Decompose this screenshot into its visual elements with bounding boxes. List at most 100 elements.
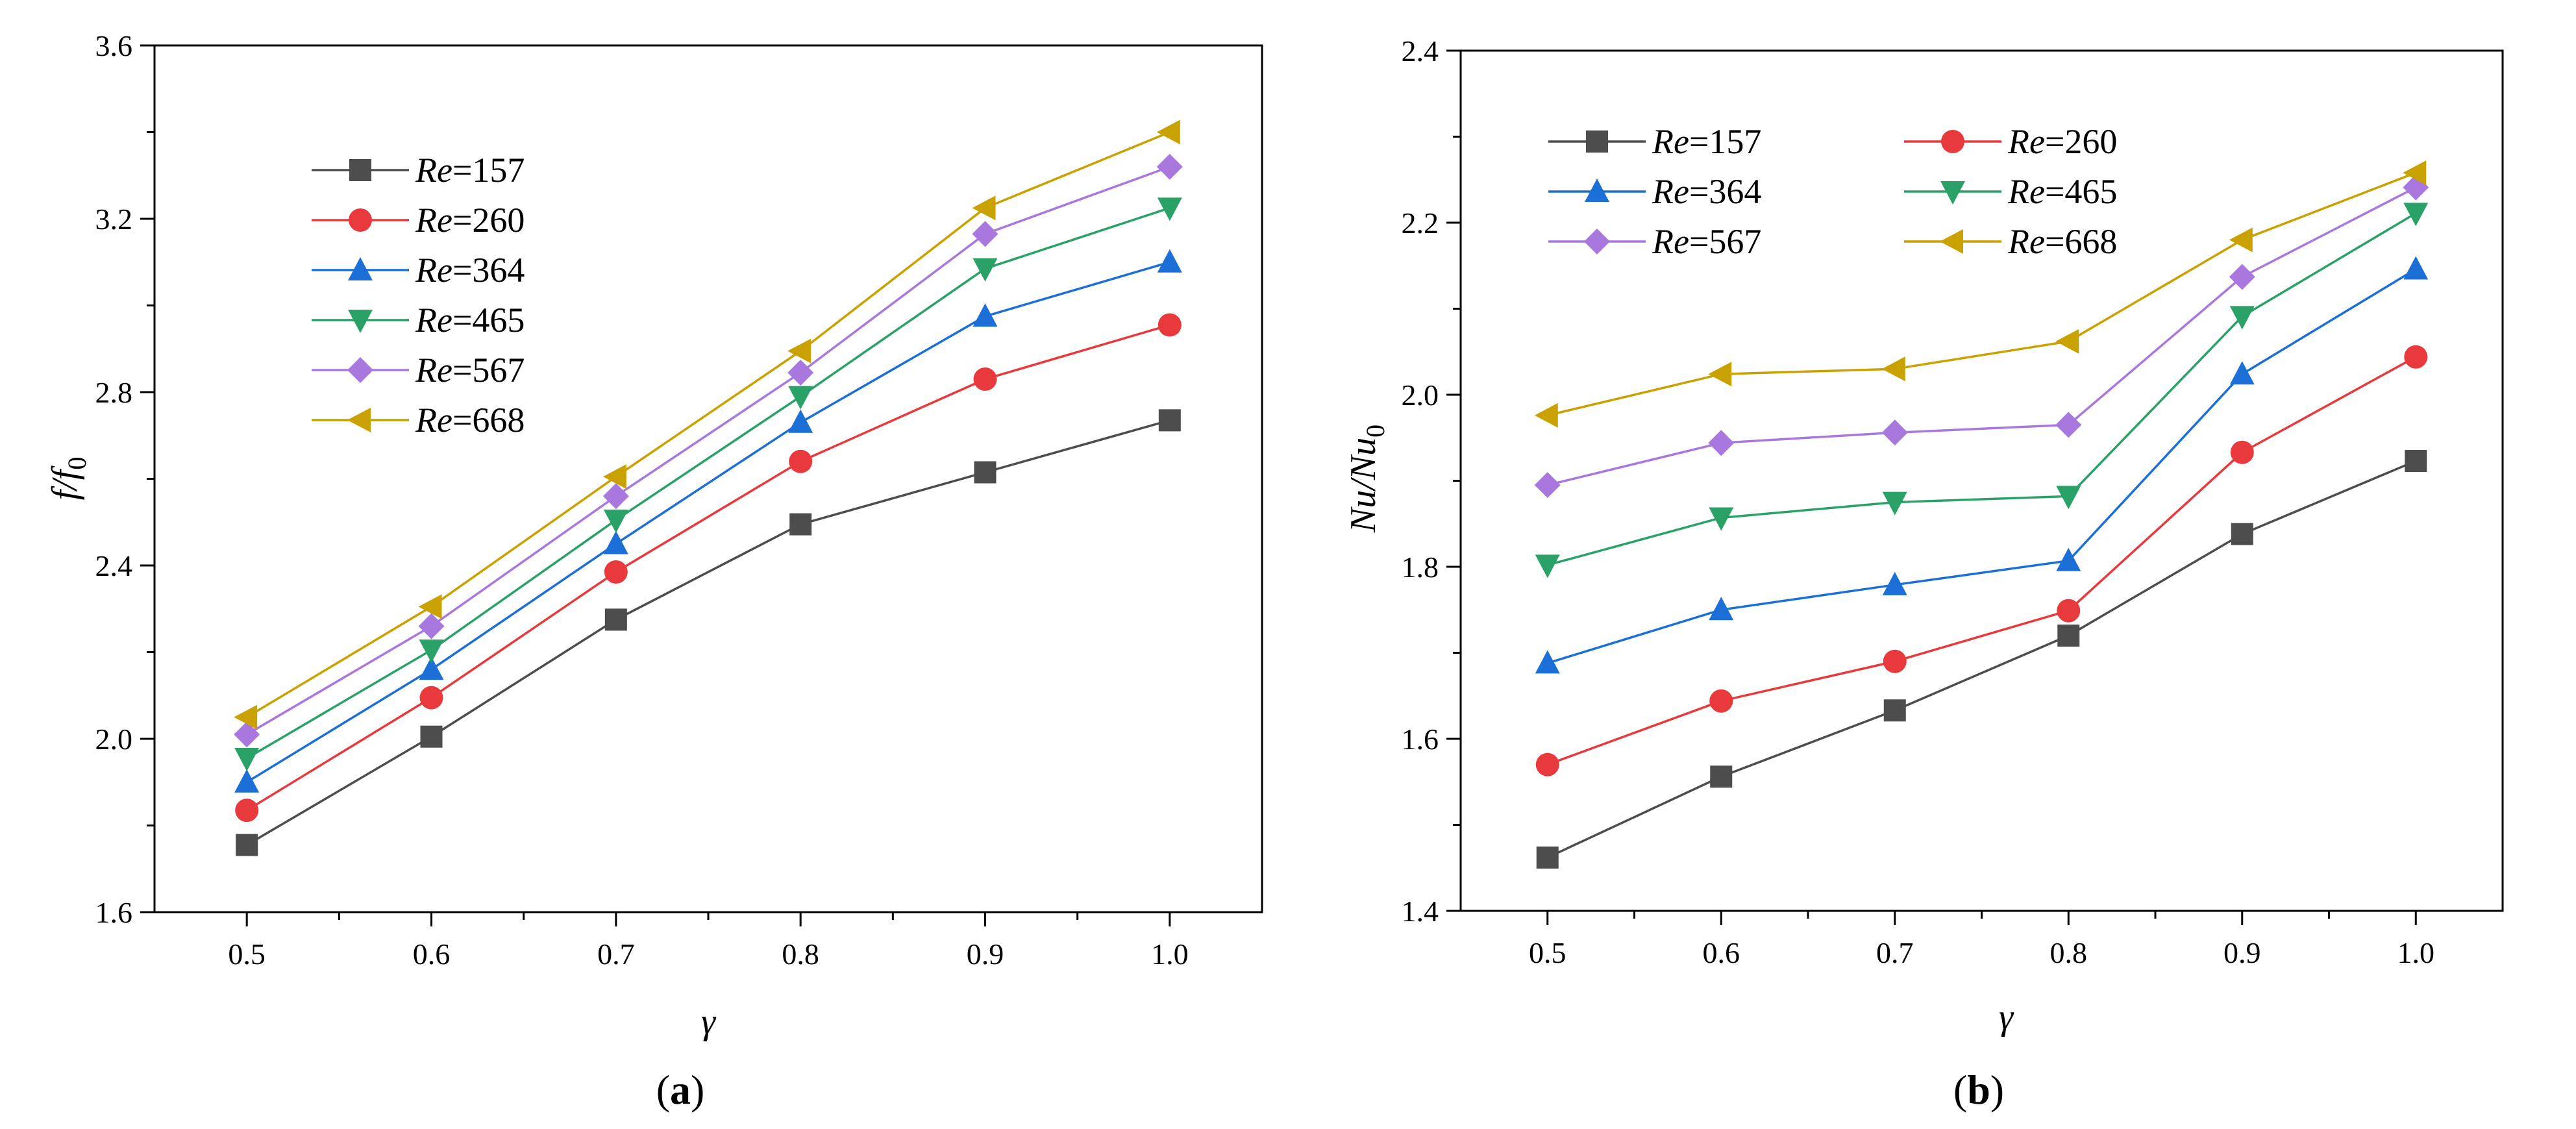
- data-point-a-re-465-0: [234, 748, 260, 772]
- legend-item-b-re-260: Re=260: [1904, 122, 2117, 161]
- data-point-b-re-260-2: [1883, 649, 1907, 673]
- data-point-b-re-364-3: [2056, 547, 2081, 571]
- tick-layer-b: 0.5 0.6 0.7 0.8 0.9 1.0 1.4 1.6 1.8 2.0 2.2 2.4: [1402, 34, 2435, 969]
- legend-marker-a-re-364: [348, 257, 373, 280]
- legend-item-a-re-364: Re=364: [312, 251, 525, 290]
- series-line-a-re-465: [246, 206, 1170, 760]
- data-point-a-re-260-5: [1158, 313, 1182, 337]
- y-tick-label-b-5: 2.4: [1402, 34, 1439, 68]
- data-point-b-re-567-4: [2229, 264, 2255, 290]
- data-point-b-re-465-5: [2403, 203, 2429, 227]
- y-axis-label-a: f/f0: [45, 457, 92, 501]
- data-point-b-re-668-2: [1881, 356, 1905, 382]
- data-point-b-re-465-0: [1535, 554, 1560, 578]
- series-layer-b: [1534, 160, 2429, 869]
- plot-frame-b: [1459, 49, 2504, 912]
- y-axis-label-sub-a: 0: [62, 457, 92, 470]
- legend-label-b-re-567: Re=567: [1652, 222, 1761, 261]
- data-point-b-re-260-3: [2057, 599, 2081, 623]
- legend-a: Re=157 Re=260 Re=364 Re=465 Re=567 Re=668: [312, 151, 525, 440]
- data-point-b-re-157-4: [2231, 523, 2253, 545]
- x-tick-label-a-4: 0.9: [967, 937, 1004, 971]
- data-point-a-re-668-0: [234, 704, 258, 730]
- x-tick-label-a-1: 0.6: [413, 937, 451, 971]
- legend-label-a-re-260: Re=260: [415, 201, 525, 240]
- data-point-a-re-567-0: [234, 721, 260, 748]
- data-point-a-re-668-3: [787, 338, 811, 364]
- data-point-a-re-465-2: [603, 509, 628, 533]
- legend-b: Re=157 Re=260 Re=364 Re=465 Re=567 Re=668: [1548, 122, 2117, 261]
- y-tick-label-b-3: 2.0: [1402, 378, 1439, 412]
- series-line-b-re-260: [1547, 356, 2417, 766]
- legend-marker-b-re-157: [1586, 130, 1608, 153]
- data-point-b-re-364-1: [1709, 597, 1734, 621]
- legend-marker-b-re-465: [1940, 181, 1965, 205]
- series-line-b-re-567: [1547, 186, 2417, 486]
- series-line-b-re-465: [1547, 212, 2417, 567]
- data-point-a-re-567-5: [1156, 153, 1183, 180]
- series-line-a-re-260: [246, 323, 1170, 812]
- x-tick-label-b-2: 0.7: [1876, 936, 1914, 969]
- data-point-b-re-668-5: [2403, 160, 2427, 186]
- data-point-b-re-668-3: [2055, 329, 2079, 354]
- data-point-b-re-364-0: [1535, 650, 1560, 674]
- data-point-a-re-668-2: [602, 464, 626, 490]
- data-point-a-re-260-1: [419, 686, 443, 710]
- legend-label-a-re-567: Re=567: [415, 351, 525, 390]
- y-tick-label-b-4: 2.2: [1402, 206, 1439, 240]
- series-line-b-re-364: [1547, 268, 2417, 665]
- legend-item-b-re-465: Re=465: [1904, 172, 2117, 211]
- y-axis-label-sub-b: 0: [1361, 425, 1390, 438]
- data-point-b-re-567-1: [1708, 430, 1735, 456]
- x-tick-label-b-4: 0.9: [2223, 936, 2261, 969]
- legend-item-b-re-157: Re=157: [1548, 122, 1761, 161]
- data-point-a-re-157-3: [789, 513, 812, 536]
- data-point-a-re-668-5: [1156, 119, 1180, 145]
- data-point-a-re-260-3: [789, 449, 813, 473]
- data-point-a-re-157-1: [420, 725, 443, 748]
- panel-caption-a: (a): [656, 1067, 705, 1113]
- panel-caption-b-close: ): [1990, 1067, 2004, 1113]
- plot-frame-a: [153, 44, 1263, 913]
- legend-label-a-re-668: Re=668: [415, 401, 525, 440]
- series-line-a-re-364: [246, 261, 1170, 784]
- data-point-b-re-465-3: [2056, 486, 2081, 510]
- data-point-b-re-157-0: [1536, 846, 1559, 869]
- legend-item-a-re-260: Re=260: [312, 201, 525, 240]
- panel-caption-a-letter: a: [670, 1067, 691, 1113]
- data-point-a-re-364-1: [419, 656, 444, 680]
- data-point-a-re-157-4: [974, 461, 997, 484]
- data-point-b-re-260-5: [2404, 345, 2428, 369]
- data-point-a-re-465-4: [972, 258, 998, 282]
- x-tick-label-a-5: 1.0: [1151, 937, 1189, 971]
- y-axis-label-main-a: f/f: [45, 465, 85, 500]
- data-point-a-re-567-4: [972, 221, 998, 247]
- series-line-b-re-157: [1547, 460, 2416, 859]
- x-tick-label-b-5: 1.0: [2397, 936, 2435, 969]
- legend-label-b-re-465: Re=465: [2007, 172, 2117, 211]
- data-point-a-re-668-1: [418, 594, 442, 619]
- tick-layer-a: 0.5 0.6 0.7 0.8 0.9 1.0 1.6 2.0 2.4 2.8 3.2 3.6: [95, 29, 1189, 971]
- y-axis-label-b: Nu/Nu0: [1343, 425, 1390, 533]
- x-tick-label-b-3: 0.8: [2050, 936, 2088, 969]
- y-axis-label-main-b: Nu/Nu: [1343, 438, 1383, 533]
- legend-marker-a-re-260: [349, 208, 372, 232]
- legend-label-a-re-157: Re=157: [415, 151, 525, 190]
- series-line-a-re-567: [246, 166, 1170, 736]
- data-point-a-re-260-4: [973, 367, 997, 391]
- data-point-b-re-668-4: [2229, 227, 2253, 253]
- data-point-a-re-567-2: [602, 483, 629, 510]
- data-point-b-re-465-2: [1882, 491, 1907, 515]
- legend-marker-b-re-364: [1585, 179, 1609, 202]
- data-point-a-re-364-4: [972, 303, 998, 327]
- data-point-b-re-157-5: [2405, 450, 2427, 473]
- x-tick-label-a-3: 0.8: [782, 937, 819, 971]
- data-point-b-re-260-0: [1535, 752, 1559, 776]
- legend-marker-a-re-157: [349, 159, 371, 181]
- data-point-a-re-465-3: [788, 386, 813, 410]
- data-point-a-re-465-1: [419, 639, 444, 664]
- data-point-b-re-567-0: [1534, 472, 1561, 499]
- y-tick-label-a-5: 3.6: [95, 29, 133, 62]
- y-tick-label-b-1: 1.6: [1402, 723, 1439, 756]
